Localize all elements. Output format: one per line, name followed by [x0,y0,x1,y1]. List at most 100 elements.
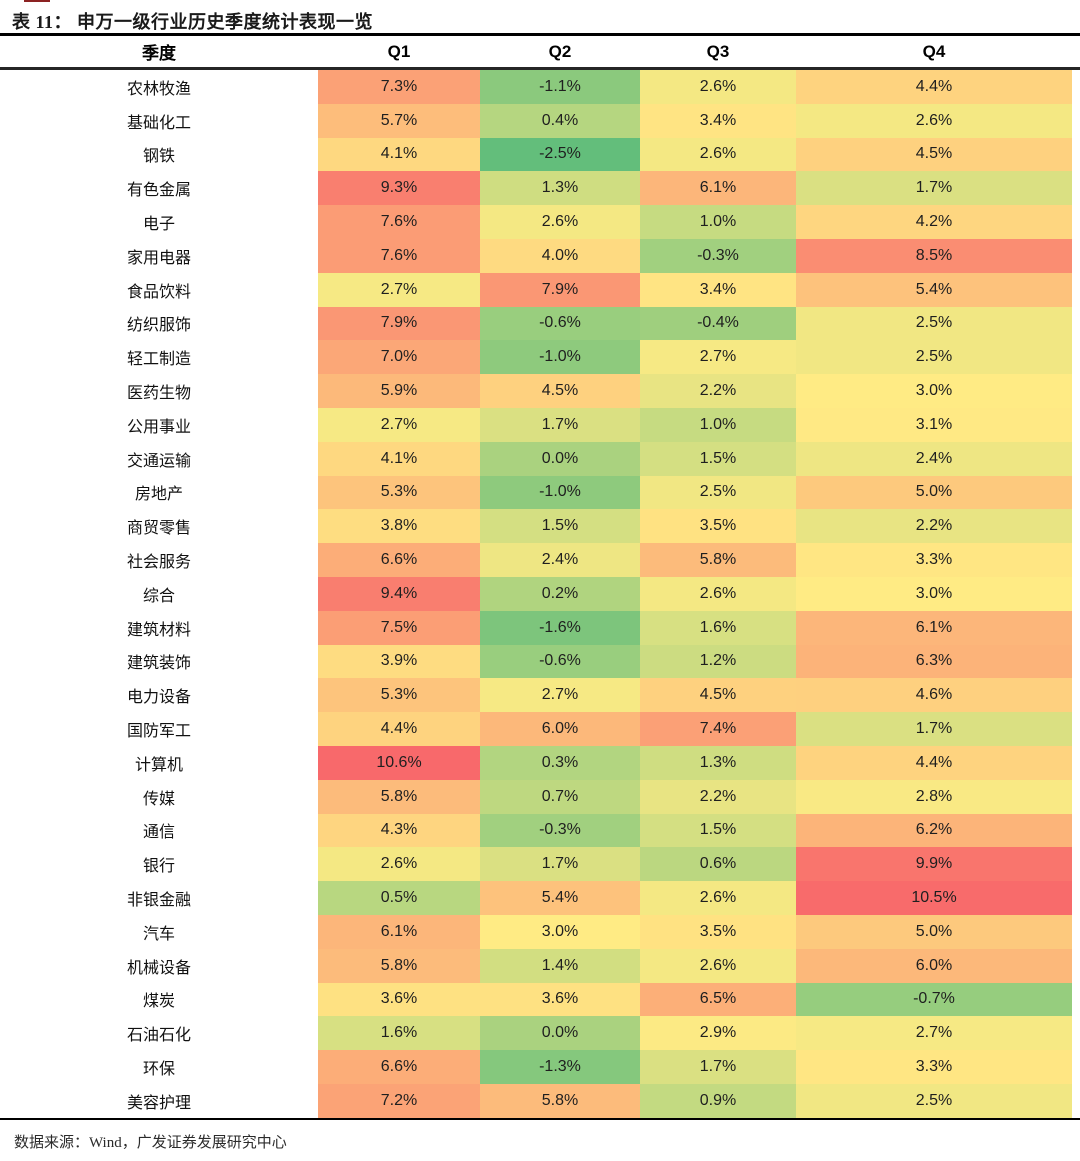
table-row: 交通运输 4.1% 0.0% 1.5% 2.4% [0,441,1080,476]
value-cell: 7.3% [318,70,480,104]
value-cell: 2.2% [640,779,796,814]
table-row: 汽车 6.1% 3.0% 3.5% 5.0% [0,914,1080,949]
value-cell: 7.9% [318,306,480,341]
value-cell: 2.7% [640,340,796,375]
column-header-q1: Q1 [387,41,411,61]
row-label: 建筑装饰 [0,644,318,679]
value-cell: 4.5% [796,137,1072,172]
row-label: 银行 [0,847,318,882]
value-cell: -0.3% [480,813,640,848]
value-cell: 2.6% [640,881,796,915]
value-cell: 2.6% [480,205,640,239]
value-cell: 2.6% [318,847,480,882]
value-cell: 1.7% [640,1050,796,1084]
value-cell: 3.0% [480,914,640,949]
value-cell: 7.6% [318,205,480,239]
value-cell: 3.1% [796,407,1072,442]
row-label: 石油石化 [0,1016,318,1051]
table-row: 建筑材料 7.5% -1.6% 1.6% 6.1% [0,610,1080,645]
value-cell: 5.7% [318,103,480,138]
value-cell: 4.0% [480,238,640,273]
row-header-label: 季度 [142,44,176,63]
value-cell: 9.9% [796,847,1072,882]
value-cell: 4.4% [796,745,1072,780]
value-cell: 0.5% [318,881,480,915]
table-row: 国防军工 4.4% 6.0% 7.4% 1.7% [0,712,1080,746]
value-cell: 7.0% [318,340,480,375]
value-cell: 2.7% [318,407,480,442]
value-cell: 6.3% [796,644,1072,679]
table-row: 机械设备 5.8% 1.4% 2.6% 6.0% [0,948,1080,983]
table-row: 纺织服饰 7.9% -0.6% -0.4% 2.5% [0,306,1080,341]
value-cell: 2.9% [640,1016,796,1051]
value-cell: 0.6% [640,847,796,882]
value-cell: -0.7% [796,982,1072,1017]
row-label: 国防军工 [0,712,318,746]
value-cell: 5.3% [318,475,480,510]
row-label: 农林牧渔 [0,70,318,104]
value-cell: 0.9% [640,1083,796,1118]
value-cell: 5.8% [318,779,480,814]
value-cell: 6.1% [318,914,480,949]
value-cell: 4.1% [318,137,480,172]
value-cell: 9.3% [318,171,480,206]
row-label: 电力设备 [0,678,318,713]
row-label: 美容护理 [0,1083,318,1118]
table-row: 钢铁 4.1% -2.5% 2.6% 4.5% [0,137,1080,172]
value-cell: 1.6% [318,1016,480,1051]
table-row: 美容护理 7.2% 5.8% 0.9% 2.5% [0,1083,1080,1118]
row-label: 基础化工 [0,103,318,138]
value-cell: -1.6% [480,610,640,645]
value-cell: 0.0% [480,1016,640,1051]
value-cell: 6.2% [796,813,1072,848]
value-cell: 10.5% [796,881,1072,915]
value-cell: -1.0% [480,340,640,375]
value-cell: 0.0% [480,441,640,476]
value-cell: 2.7% [318,272,480,307]
table-row: 社会服务 6.6% 2.4% 5.8% 3.3% [0,543,1080,577]
row-label: 钢铁 [0,137,318,172]
value-cell: 3.3% [796,1050,1072,1084]
value-cell: 3.0% [796,576,1072,611]
value-cell: 7.9% [480,272,640,307]
value-cell: 7.6% [318,238,480,273]
value-cell: 1.0% [640,205,796,239]
value-cell: 1.7% [796,712,1072,746]
value-cell: 1.3% [640,745,796,780]
table-row: 家用电器 7.6% 4.0% -0.3% 8.5% [0,238,1080,273]
table-row: 传媒 5.8% 0.7% 2.2% 2.8% [0,779,1080,814]
table-row: 电力设备 5.3% 2.7% 4.5% 4.6% [0,678,1080,713]
value-cell: 3.5% [640,509,796,544]
table-row: 煤炭 3.6% 3.6% 6.5% -0.7% [0,982,1080,1017]
row-label: 计算机 [0,745,318,780]
value-cell: 4.3% [318,813,480,848]
value-cell: 2.6% [640,137,796,172]
value-cell: 1.6% [640,610,796,645]
value-cell: 2.5% [796,340,1072,375]
row-label: 有色金属 [0,171,318,206]
row-label: 环保 [0,1050,318,1084]
value-cell: 4.1% [318,441,480,476]
value-cell: 5.4% [796,272,1072,307]
value-cell: -0.6% [480,644,640,679]
value-cell: 2.2% [640,374,796,408]
value-cell: 2.5% [640,475,796,510]
page-accent-mark [24,0,50,2]
row-label: 汽车 [0,914,318,949]
value-cell: -1.3% [480,1050,640,1084]
value-cell: 1.5% [480,509,640,544]
value-cell: 2.7% [796,1016,1072,1051]
row-label: 公用事业 [0,407,318,442]
value-cell: 1.7% [796,171,1072,206]
table-row: 综合 9.4% 0.2% 2.6% 3.0% [0,576,1080,611]
value-cell: 1.7% [480,847,640,882]
row-label: 交通运输 [0,441,318,476]
row-label: 家用电器 [0,238,318,273]
value-cell: 4.5% [480,374,640,408]
value-cell: 3.4% [640,272,796,307]
value-cell: -2.5% [480,137,640,172]
value-cell: -0.3% [640,238,796,273]
value-cell: 0.4% [480,103,640,138]
value-cell: 5.8% [480,1083,640,1118]
value-cell: 1.0% [640,407,796,442]
